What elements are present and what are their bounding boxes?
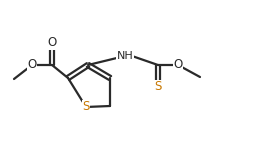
Text: O: O	[173, 58, 183, 72]
Text: O: O	[47, 36, 57, 50]
Text: NH: NH	[117, 51, 133, 61]
Text: S: S	[82, 101, 90, 113]
Text: S: S	[154, 80, 162, 93]
Text: O: O	[27, 58, 37, 72]
